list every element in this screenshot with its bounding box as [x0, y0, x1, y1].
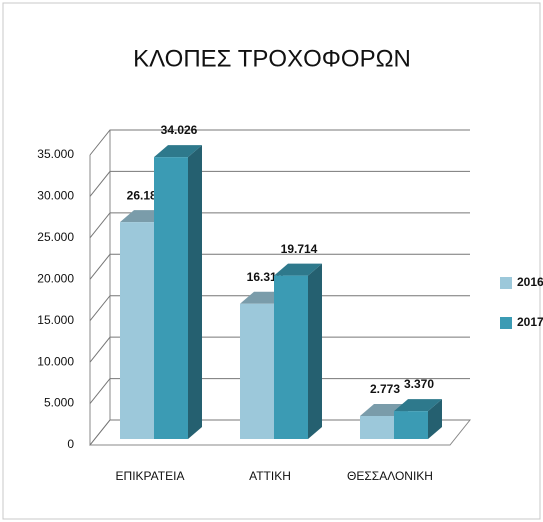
grid-line [89, 170, 470, 197]
bar [274, 263, 322, 439]
grid-line [89, 129, 470, 156]
bar-side [188, 145, 202, 439]
y-tick-label: 35.000 [37, 147, 74, 161]
bar-front [274, 275, 308, 439]
bar-top [394, 399, 442, 412]
data-label: 34.026 [161, 123, 198, 137]
data-label: 2.773 [370, 382, 400, 396]
grid-line [89, 336, 470, 363]
bar [394, 399, 442, 439]
x-tick-label: ΑΤΤΙΚΗ [249, 469, 291, 483]
y-tick-label: 10.000 [37, 354, 74, 368]
x-tick-label: ΕΠΙΚΡΑΤΕΙΑ [116, 469, 185, 483]
bar-top [154, 145, 202, 158]
y-tick-label: 25.000 [37, 230, 74, 244]
data-label: 19.714 [281, 242, 318, 256]
grid-line [89, 212, 470, 239]
bar-front [120, 222, 154, 439]
x-tick-label: ΘΕΣΣΑΛΟΝΙΚΗ [347, 469, 433, 483]
chart-title: ΚΛΟΠΕΣ ΤΡΟΧΟΦΟΡΩΝ [133, 45, 411, 72]
grid-line [89, 295, 470, 322]
bar-side [428, 399, 442, 439]
grid-line [89, 253, 470, 280]
grid-line [89, 378, 470, 404]
legend-label: 2016 [517, 275, 543, 289]
legend-label: 2017 [517, 315, 543, 329]
bar-front [154, 157, 188, 439]
bar-front [360, 416, 394, 439]
y-tick-label: 0 [67, 437, 74, 451]
bar [154, 145, 202, 439]
bar-side [308, 263, 322, 439]
legend-swatch [500, 317, 512, 329]
legend-swatch [500, 277, 512, 289]
y-tick-label: 20.000 [37, 271, 74, 285]
data-label: 3.370 [404, 377, 434, 391]
bar-front [394, 411, 428, 439]
y-tick-label: 15.000 [37, 313, 74, 327]
y-tick-label: 5.000 [44, 396, 74, 410]
bar-top [274, 263, 322, 276]
y-tick-label: 30.000 [37, 189, 74, 203]
bar-front [240, 303, 274, 439]
grid-line [89, 419, 470, 446]
